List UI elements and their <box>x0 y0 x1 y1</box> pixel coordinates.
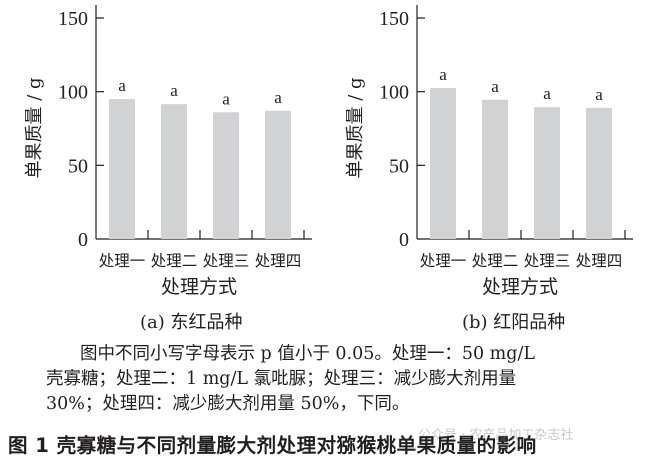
x-tick-label: 处理三 <box>524 252 571 270</box>
significance-letter: a <box>595 85 603 104</box>
significance-letter: a <box>491 77 499 96</box>
x-tick-label: 处理二 <box>151 252 198 270</box>
y-axis-label: 单果质量 / g <box>345 77 366 178</box>
significance-letter: a <box>543 84 551 103</box>
bar <box>265 110 291 239</box>
bar <box>109 99 135 240</box>
y-axis-label: 单果质量 / g <box>24 77 45 178</box>
y-tick-label: 100 <box>58 82 88 104</box>
bar <box>482 99 508 240</box>
y-tick-label: 50 <box>68 155 88 177</box>
note-line-3: 30%；处理四：减少膨大剂用量 50%，下同。 <box>46 394 410 414</box>
x-tick-label: 处理四 <box>255 252 302 270</box>
figure-title: 图 1 壳寡糖与不同剂量膨大剂处理对猕猴桃单果质量的影响 <box>8 434 537 457</box>
y-tick-label: 0 <box>399 229 409 251</box>
figure-note: 图中不同小写字母表示 p 值小于 0.05。处理一：50 mg/L 壳寡糖；处理… <box>46 342 631 417</box>
significance-letter: a <box>118 76 126 95</box>
chart-panel-a: 0 50 100 150 a 处理一 a 处理二 a 处理三 a 处理四 处理方式 单果质量 / g <box>0 0 328 300</box>
bar <box>161 104 187 239</box>
subcaption-b: (b) 红阳品种 <box>462 312 566 333</box>
subcaption-a: (a) 东红品种 <box>140 312 243 333</box>
significance-letter: a <box>222 89 230 108</box>
bar <box>534 107 560 240</box>
y-tick-label: 0 <box>78 229 88 251</box>
x-tick-label: 处理三 <box>203 252 250 270</box>
note-line-2: 壳寡糖；处理二：1 mg/L 氯吡脲；处理三：减少膨大剂用量 <box>46 369 517 389</box>
note-line-1: 图中不同小写字母表示 p 值小于 0.05。处理一：50 mg/L <box>80 344 535 364</box>
significance-letter: a <box>274 88 282 107</box>
y-tick-label: 50 <box>389 155 409 177</box>
significance-letter: a <box>170 81 178 100</box>
chart-panel-b: 0 50 100 150 a 处理一 a 处理二 a 处理三 a 处理四 处理方式 单果质量 / g <box>328 0 656 300</box>
y-tick-label: 150 <box>379 8 409 30</box>
x-tick-label: 处理四 <box>576 252 623 270</box>
x-axis-label: 处理方式 <box>161 276 237 298</box>
x-axis-label: 处理方式 <box>482 276 558 298</box>
x-tick-label: 处理一 <box>99 252 146 270</box>
y-tick-label: 100 <box>379 82 409 104</box>
bar <box>213 112 239 239</box>
significance-letter: a <box>439 65 447 84</box>
bar <box>430 87 456 239</box>
bar <box>586 107 612 239</box>
x-tick-label: 处理二 <box>472 252 519 270</box>
watermark: 公众号 · 农产品加工杂志社 <box>418 428 574 443</box>
x-tick-label: 处理一 <box>420 252 467 270</box>
y-tick-label: 150 <box>58 8 88 30</box>
